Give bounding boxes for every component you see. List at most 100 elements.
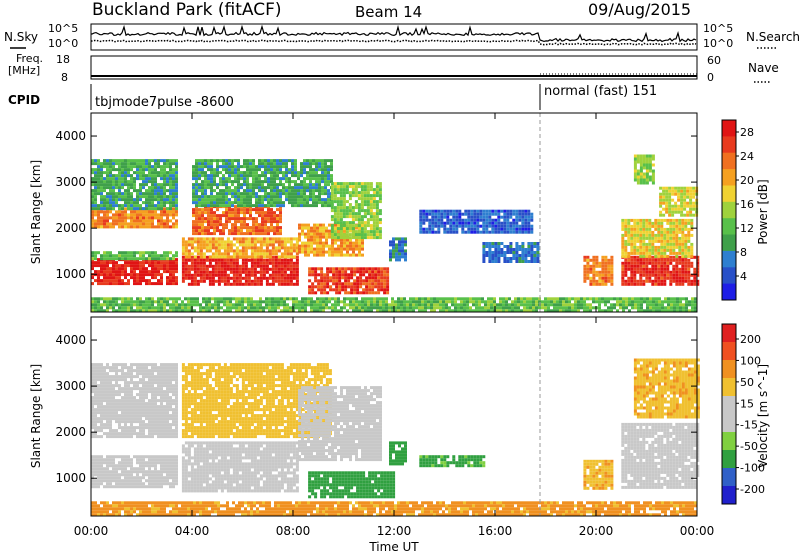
power-cell: [267, 226, 270, 229]
power-cell: [677, 196, 680, 199]
power-cell: [475, 300, 478, 303]
power-cell: [651, 240, 654, 243]
power-cell: [109, 186, 112, 189]
power-cell: [379, 212, 382, 215]
power-cell: [355, 218, 358, 221]
power-cell: [288, 192, 291, 195]
power-cell: [424, 297, 427, 300]
power-cell: [497, 254, 500, 257]
power-cell: [660, 231, 663, 234]
power-cell: [166, 270, 169, 273]
power-cell: [264, 220, 267, 223]
power-cell: [246, 204, 249, 207]
power-cell: [640, 173, 643, 176]
power-cell: [97, 171, 100, 174]
power-cell: [604, 280, 607, 283]
power-cell: [172, 213, 175, 216]
power-cell: [251, 280, 254, 283]
power-cell: [163, 267, 166, 270]
power-cell: [687, 252, 690, 255]
power-cell: [270, 220, 273, 223]
power-cell: [200, 280, 203, 283]
power-cell: [314, 276, 317, 279]
power-cell: [201, 174, 204, 177]
power-cell: [239, 265, 242, 268]
power-cell: [304, 248, 307, 251]
power-cell: [445, 300, 448, 303]
power-cell: [270, 165, 273, 168]
power-cell: [418, 303, 421, 306]
power-cell: [400, 300, 403, 303]
power-cell: [100, 192, 103, 195]
power-cell: [224, 259, 227, 262]
power-cell: [240, 217, 243, 220]
power-cell: [487, 303, 490, 306]
power-cell: [258, 201, 261, 204]
power-cell: [383, 291, 386, 294]
power-cell: [601, 283, 604, 286]
power-cell: [94, 189, 97, 192]
power-cell: [428, 222, 431, 225]
power-cell: [358, 185, 361, 188]
power-cell: [121, 168, 124, 171]
power-cell: [103, 257, 106, 260]
power-cell: [662, 202, 665, 205]
power-cell: [255, 229, 258, 232]
power-cell: [267, 204, 270, 207]
power-cell: [198, 159, 201, 162]
power-cell: [255, 208, 258, 211]
power-cell: [100, 189, 103, 192]
power-cell: [315, 165, 318, 168]
power-cell: [675, 274, 678, 277]
power-cell: [285, 189, 288, 192]
power-cell: [239, 280, 242, 283]
power-cell: [172, 183, 175, 186]
power-cell: [672, 225, 675, 228]
power-cell: [197, 265, 200, 268]
power-cell: [370, 218, 373, 221]
power-cell: [136, 225, 139, 228]
power-cell: [127, 168, 130, 171]
power-cell: [260, 271, 263, 274]
power-cell: [118, 270, 121, 273]
power-cell: [364, 227, 367, 230]
power-cell: [660, 283, 663, 286]
power-cell: [157, 297, 160, 300]
power-cell: [231, 174, 234, 177]
power-cell: [663, 234, 666, 237]
power-cell: [279, 214, 282, 217]
power-cell: [419, 222, 422, 225]
power-cell: [364, 233, 367, 236]
power-cell: [267, 159, 270, 162]
power-cell: [328, 236, 331, 239]
power-cell: [634, 164, 637, 167]
power-cell: [482, 219, 485, 222]
power-cell: [127, 279, 130, 282]
power-cell: [266, 243, 269, 246]
power-cell: [627, 228, 630, 231]
power-cell: [335, 285, 338, 288]
power-cell: [446, 222, 449, 225]
power-cell: [172, 216, 175, 219]
power-cell: [297, 174, 300, 177]
power-cell: [258, 186, 261, 189]
power-cell: [127, 273, 130, 276]
power-cell: [163, 210, 166, 213]
power-cell: [219, 217, 222, 220]
power-cell: [639, 225, 642, 228]
power-cell: [443, 231, 446, 234]
power-cell: [201, 168, 204, 171]
power-cell: [687, 246, 690, 249]
power-cell: [279, 168, 282, 171]
power-cell: [324, 180, 327, 183]
power-cell: [157, 254, 160, 257]
power-cell: [684, 234, 687, 237]
power-cell: [239, 274, 242, 277]
power-cell: [355, 224, 358, 227]
power-cell: [109, 204, 112, 207]
power-cell: [118, 273, 121, 276]
power-cell: [313, 254, 316, 257]
power-cell: [331, 248, 334, 251]
power-cell: [646, 158, 649, 161]
power-cell: [355, 300, 358, 303]
